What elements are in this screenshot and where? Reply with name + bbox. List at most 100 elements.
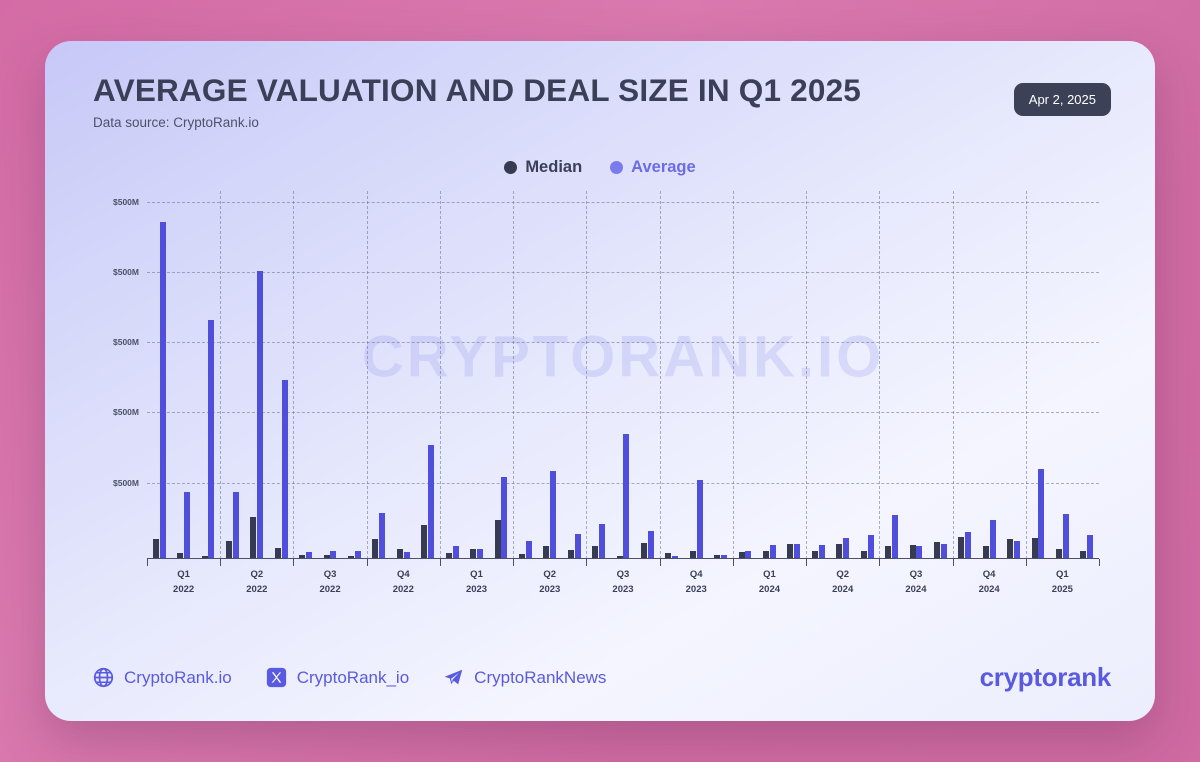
bar-average[interactable] — [672, 556, 679, 559]
bar-average[interactable] — [891, 515, 898, 559]
bar-average[interactable] — [232, 492, 239, 559]
bar-median[interactable] — [909, 544, 916, 559]
bar-median[interactable] — [396, 549, 403, 559]
bar-median[interactable] — [1055, 549, 1062, 559]
bar-median[interactable] — [518, 554, 525, 559]
legend-item-average[interactable]: Average — [610, 158, 696, 177]
x-axis-quarter: Q4 — [689, 569, 703, 580]
bar-average[interactable] — [550, 471, 557, 559]
bar-median[interactable] — [372, 539, 379, 559]
bar-median[interactable] — [665, 552, 672, 559]
bar-median[interactable] — [177, 553, 184, 559]
bar-median[interactable] — [470, 549, 477, 559]
bar-median[interactable] — [348, 555, 355, 559]
x-axis-tick — [220, 559, 222, 566]
bar-average[interactable] — [598, 523, 605, 559]
bar-average[interactable] — [574, 533, 581, 559]
social-link-telegram[interactable]: CryptoRankNews — [443, 667, 606, 688]
bar-median[interactable] — [982, 546, 989, 559]
bar-median[interactable] — [811, 550, 818, 559]
bar-median[interactable] — [1031, 537, 1038, 559]
footer: CryptoRank.io CryptoRank_io CryptoRankNe… — [93, 662, 1111, 693]
bar-median[interactable] — [836, 543, 843, 559]
bar-median[interactable] — [323, 554, 330, 559]
bar-average[interactable] — [916, 546, 923, 559]
social-link-x[interactable]: CryptoRank_io — [266, 667, 409, 688]
bar-average[interactable] — [1087, 535, 1094, 559]
legend-item-median[interactable]: Median — [504, 158, 582, 177]
x-twitter-icon — [266, 667, 286, 688]
bar-median[interactable] — [445, 553, 452, 559]
bar-median[interactable] — [763, 550, 770, 559]
bar-median[interactable] — [689, 550, 696, 559]
bar-average[interactable] — [525, 541, 532, 559]
bar-average[interactable] — [501, 477, 508, 559]
bar-median[interactable] — [641, 542, 647, 559]
bar-average[interactable] — [867, 535, 874, 559]
bar-average[interactable] — [403, 551, 410, 559]
bar-average[interactable] — [452, 546, 459, 559]
x-axis-year: 2022 — [319, 583, 341, 595]
bar-median[interactable] — [958, 536, 965, 559]
bar-average[interactable] — [989, 519, 996, 559]
bar-average[interactable] — [769, 544, 776, 559]
bar-average[interactable] — [696, 480, 703, 559]
bar-median[interactable] — [1080, 551, 1087, 559]
x-axis-group-label: Q2 2023 — [539, 568, 560, 597]
bar-median[interactable] — [933, 542, 940, 559]
bar-average[interactable] — [306, 551, 313, 559]
x-axis-group-label: Q1 2023 — [466, 568, 487, 597]
bar-median[interactable] — [152, 539, 159, 559]
bar-average[interactable] — [208, 320, 215, 559]
bar-average[interactable] — [330, 551, 337, 559]
bar-average[interactable] — [184, 492, 190, 559]
social-link-website[interactable]: CryptoRank.io — [93, 667, 232, 688]
bar-median[interactable] — [421, 525, 428, 559]
bar-average[interactable] — [818, 544, 825, 559]
bar-average[interactable] — [843, 537, 850, 559]
bar-median[interactable] — [1007, 539, 1014, 559]
bar-average[interactable] — [1013, 540, 1020, 559]
y-axis-labels: $500M $500M $500M $500M $500M — [93, 191, 143, 559]
bar-median[interactable] — [494, 520, 501, 559]
bar-average[interactable] — [476, 549, 483, 559]
bar-average[interactable] — [159, 221, 166, 559]
bar-average[interactable] — [354, 550, 361, 559]
bar-median[interactable] — [592, 545, 599, 559]
bar-average[interactable] — [1062, 514, 1069, 559]
x-axis-group-label: Q1 2024 — [759, 568, 780, 597]
x-axis-tick — [513, 559, 515, 566]
bar-median[interactable] — [299, 554, 306, 559]
grid-line-vertical — [586, 191, 588, 559]
bar-average[interactable] — [940, 543, 947, 559]
bar-average[interactable] — [745, 550, 752, 559]
bar-median[interactable] — [226, 541, 233, 559]
grid-line-vertical — [366, 191, 368, 559]
bar-average[interactable] — [647, 530, 654, 559]
bar-median[interactable] — [885, 546, 892, 559]
telegram-icon — [444, 669, 463, 685]
bar-median[interactable] — [787, 543, 794, 559]
bar-average[interactable] — [257, 270, 264, 559]
bar-median[interactable] — [714, 554, 721, 559]
bar-average[interactable] — [794, 543, 801, 559]
bar-median[interactable] — [274, 548, 281, 559]
bar-average[interactable] — [623, 433, 630, 559]
bar-median[interactable] — [860, 550, 867, 559]
bar-average[interactable] — [1038, 469, 1045, 559]
legend-dot-average-icon — [610, 161, 624, 174]
y-axis-tick-label: $500M — [113, 266, 139, 277]
bar-median[interactable] — [201, 556, 208, 559]
bar-average[interactable] — [721, 554, 728, 559]
x-axis-tick — [806, 559, 808, 566]
bar-average[interactable] — [965, 532, 972, 559]
bar-median[interactable] — [250, 516, 257, 559]
bar-average[interactable] — [281, 379, 288, 559]
bar-median[interactable] — [567, 549, 574, 559]
bar-median[interactable] — [616, 555, 623, 559]
bar-median[interactable] — [738, 551, 745, 559]
x-axis-tick — [366, 559, 368, 566]
bar-average[interactable] — [379, 513, 386, 559]
bar-average[interactable] — [428, 445, 435, 559]
bar-median[interactable] — [543, 546, 550, 559]
